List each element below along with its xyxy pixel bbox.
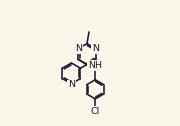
Text: NH: NH <box>88 61 102 70</box>
Text: N: N <box>92 44 99 53</box>
Text: N: N <box>75 44 82 53</box>
Text: N: N <box>68 80 75 89</box>
Text: Cl: Cl <box>91 107 100 116</box>
